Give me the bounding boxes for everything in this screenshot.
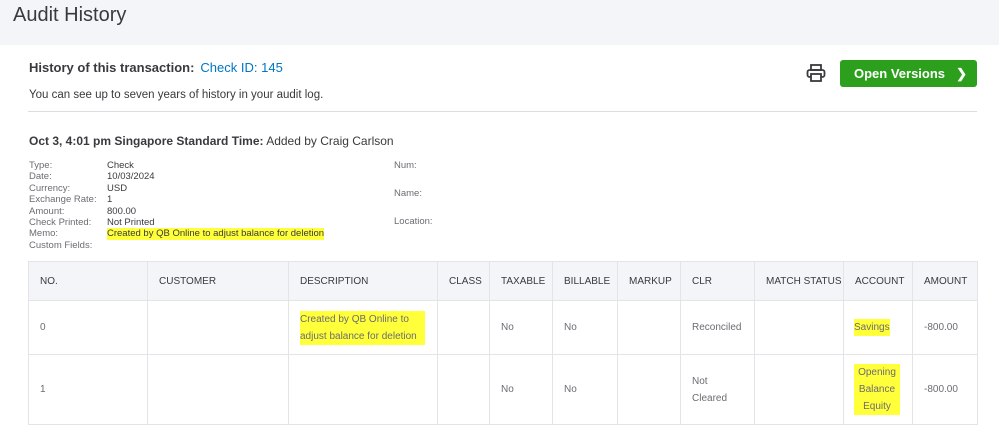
field-row: Type: Check [29, 160, 324, 171]
table-cell: 0 [28, 300, 148, 355]
field-value: Check [107, 160, 134, 171]
table-cell: No [489, 354, 553, 425]
page-title: Audit History [13, 4, 127, 26]
table-cell: Not Cleared [680, 354, 755, 425]
cell-text: -800.00 [924, 322, 958, 333]
column-header[interactable]: MARKUP [617, 261, 681, 301]
cell-text: No [564, 322, 577, 333]
table-cell: -800.00 [912, 354, 978, 425]
cell-text: Savings [854, 319, 890, 336]
field-row: Currency: USD [29, 183, 324, 194]
divider [28, 111, 977, 112]
field-label: Currency: [29, 182, 71, 194]
history-label: History of this transaction: [29, 60, 195, 75]
table-row: 1 No No Not Cleared Opening Balance Equity -8… [28, 354, 978, 425]
table-cell: Opening Balance Equity [843, 354, 913, 425]
column-header[interactable]: AMOUNT [912, 261, 978, 301]
check-id-link[interactable]: Check ID: 145 [200, 60, 283, 75]
table-cell [288, 354, 438, 425]
history-heading: History of this transaction: Check ID: 14… [29, 60, 283, 75]
field-row: Memo: Created by QB Online to adjust bala… [29, 228, 325, 240]
field-label: Custom Fields: [29, 239, 93, 251]
event-action: Added by Craig Carlson [266, 134, 394, 148]
column-header[interactable]: ACCOUNT [843, 261, 913, 301]
location-label: Location: [394, 216, 433, 227]
table-cell [437, 354, 490, 425]
column-header[interactable]: MATCH STATUS [754, 261, 844, 301]
field-label: Check Printed: [29, 216, 92, 228]
cell-text: No [501, 322, 514, 333]
column-header[interactable]: TAXABLE [489, 261, 553, 301]
column-header[interactable]: NO. [28, 261, 148, 301]
table-cell [617, 300, 681, 355]
field-label: Type: [29, 160, 53, 171]
field-row: Check Printed: Not Printed [29, 217, 324, 228]
table-cell: Savings [843, 300, 913, 355]
chevron-right-icon: ❯ [956, 66, 967, 81]
printer-icon[interactable] [806, 64, 826, 82]
cell-text: 0 [40, 322, 46, 333]
cell-text: 1 [40, 384, 46, 395]
field-label: Amount: [29, 205, 65, 217]
field-value: 800.00 [107, 205, 137, 217]
field-value: 10/03/2024 [107, 171, 155, 183]
field-row: Exchange Rate: 1 [29, 194, 324, 205]
field-row: Date: 10/03/2024 [29, 171, 324, 182]
field-value: USD [107, 182, 128, 194]
table-cell: Created by QB Online to adjust balance f… [288, 300, 438, 355]
line-items-table: NO. CUSTOMER DESCRIPTION CLASS TAXABLE BILLAB… [28, 261, 978, 425]
cell-text: No [564, 384, 577, 395]
name-label: Name: [394, 188, 422, 199]
table-cell: Reconciled [680, 300, 755, 355]
column-header[interactable]: CUSTOMER [147, 261, 289, 301]
table-header: NO. CUSTOMER DESCRIPTION CLASS TAXABLE BILLAB… [28, 261, 978, 301]
table-cell: -800.00 [912, 300, 978, 355]
open-versions-button[interactable]: Open Versions ❯ [840, 60, 977, 87]
field-label: Exchange Rate: [29, 194, 97, 206]
event-time: Oct 3, 4:01 pm Singapore Standard Time: [29, 134, 264, 148]
table-row: 0 Created by QB Online to adjust balance … [28, 300, 978, 355]
cell-text: Not Cleared [692, 375, 728, 404]
table-cell [437, 300, 490, 355]
table-cell [617, 354, 681, 425]
field-row: Custom Fields: [29, 240, 324, 251]
field-label: Date: [29, 171, 52, 183]
table-cell: 1 [28, 354, 148, 425]
table-cell [754, 354, 844, 425]
table-cell: No [552, 354, 618, 425]
column-header[interactable]: DESCRIPTION [288, 261, 438, 301]
field-row: Amount: 800.00 [29, 206, 324, 217]
cell-text: No [501, 384, 514, 395]
table-cell [147, 354, 289, 425]
field-value: Created by QB Online to adjust balance f… [107, 228, 325, 240]
column-header[interactable]: CLR [680, 261, 755, 301]
cell-text: Reconciled [692, 322, 742, 333]
cell-text: Opening Balance Equity [854, 364, 900, 415]
cell-text: Created by QB Online to adjust balance f… [300, 310, 425, 345]
header-band [0, 0, 999, 45]
transaction-fields: Type: Check Date: 10/03/2024 Currency: USD Exc… [29, 160, 325, 251]
column-header[interactable]: CLASS [437, 261, 490, 301]
table-cell: No [489, 300, 553, 355]
table-cell: No [552, 300, 618, 355]
field-value: Not Printed [107, 216, 155, 228]
table-cell [147, 300, 289, 355]
table-cell [754, 300, 844, 355]
open-versions-label: Open Versions [854, 66, 946, 81]
event-heading: Oct 3, 4:01 pm Singapore Standard Time: … [29, 134, 394, 148]
num-label: Num: [394, 160, 417, 171]
field-value: 1 [107, 194, 113, 206]
field-label: Memo: [29, 228, 59, 240]
column-header[interactable]: BILLABLE [552, 261, 618, 301]
cell-text: -800.00 [924, 384, 958, 395]
history-note: You can see up to seven years of history… [29, 89, 324, 101]
